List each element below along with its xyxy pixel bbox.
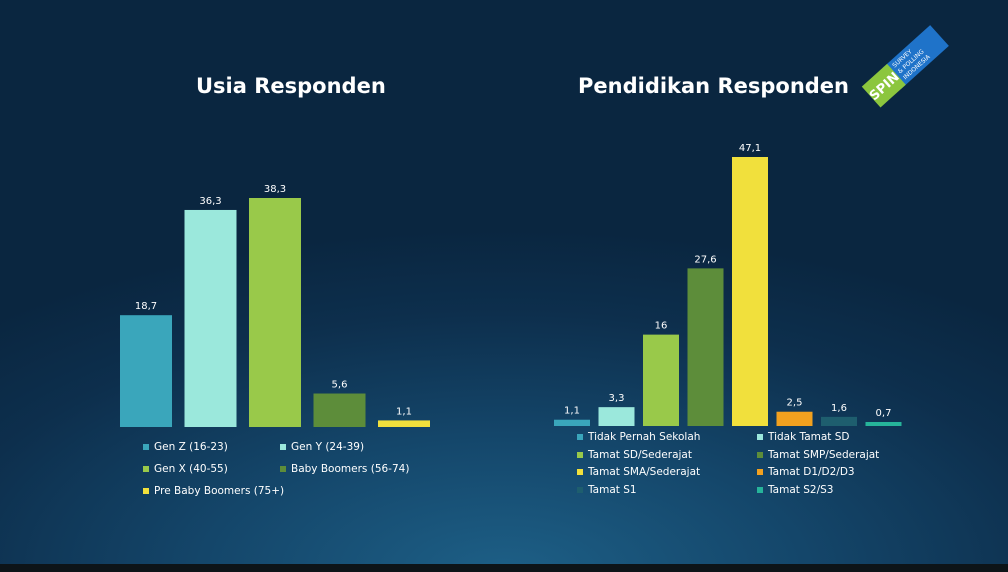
bar-pendidikan-1	[598, 407, 635, 426]
value-label-pendidikan-6: 1,6	[831, 403, 847, 414]
value-label-usia-0: 18,7	[135, 301, 157, 312]
value-label-pendidikan-2: 16	[655, 321, 668, 332]
value-label-usia-3: 5,6	[332, 380, 348, 391]
value-label-pendidikan-3: 27,6	[694, 254, 716, 265]
legend-swatch	[757, 487, 763, 493]
legend-item-pendidikan-4: Tamat SMA/Sederajat	[577, 466, 700, 478]
legend-item-pendidikan-0: Tidak Pernah Sekolah	[577, 431, 700, 443]
legend-swatch	[143, 444, 149, 450]
bar-pendidikan-2	[643, 334, 679, 426]
value-label-pendidikan-5: 2,5	[787, 398, 803, 409]
bar-usia-4	[378, 420, 430, 427]
value-label-pendidikan-1: 3,3	[609, 393, 625, 404]
legend-item-usia-0: Gen Z (16-23)	[143, 441, 228, 453]
legend-item-usia-2: Gen X (40-55)	[143, 463, 228, 475]
legend-swatch	[143, 466, 149, 472]
legend-label: Gen X (40-55)	[154, 463, 228, 475]
legend-label: Tidak Tamat SD	[768, 431, 850, 443]
legend-swatch	[757, 452, 763, 458]
spin-logo: SPIN SURVEY & POLLING INDONESIA	[861, 25, 949, 108]
legend-item-usia-1: Gen Y (24-39)	[280, 441, 364, 453]
bar-usia-1	[184, 209, 237, 427]
legend-swatch	[280, 444, 286, 450]
legend-swatch	[577, 487, 583, 493]
legend-label: Tamat SD/Sederajat	[588, 449, 692, 461]
chart-title-usia: Usia Responden	[196, 74, 386, 98]
bar-pendidikan-4	[732, 157, 768, 426]
legend-label: Gen Z (16-23)	[154, 441, 228, 453]
bar-pendidikan-7	[865, 422, 902, 426]
legend-swatch	[577, 434, 583, 440]
legend-label: Tamat S2/S3	[768, 484, 834, 496]
legend-item-pendidikan-1: Tidak Tamat SD	[757, 431, 850, 443]
value-label-pendidikan-4: 47,1	[739, 143, 761, 154]
value-label-usia-1: 36,3	[199, 196, 221, 207]
legend-item-usia-3: Baby Boomers (56-74)	[280, 463, 409, 475]
bar-usia-3	[313, 393, 366, 427]
chart-title-pendidikan: Pendidikan Responden	[578, 74, 849, 98]
bar-pendidikan-3	[687, 268, 724, 426]
bar-pendidikan-6	[821, 416, 857, 426]
value-label-pendidikan-0: 1,1	[564, 406, 580, 417]
bar-pendidikan-0	[554, 419, 590, 426]
legend-item-pendidikan-2: Tamat SD/Sederajat	[577, 449, 692, 461]
legend-swatch	[757, 469, 763, 475]
value-label-pendidikan-7: 0,7	[876, 408, 892, 419]
legend-swatch	[757, 434, 763, 440]
legend-swatch	[577, 469, 583, 475]
legend-label: Tidak Pernah Sekolah	[588, 431, 701, 443]
bottom-strip	[0, 564, 1008, 572]
legend-swatch	[143, 488, 149, 494]
bar-usia-2	[249, 198, 301, 427]
bar-pendidikan-5	[776, 411, 813, 426]
legend-label: Tamat D1/D2/D3	[768, 466, 855, 478]
value-label-usia-4: 1,1	[396, 406, 412, 417]
legend-item-pendidikan-5: Tamat D1/D2/D3	[757, 466, 855, 478]
legend-label: Gen Y (24-39)	[291, 441, 365, 453]
value-label-usia-2: 38,3	[264, 184, 286, 195]
legend-item-pendidikan-6: Tamat S1	[577, 484, 637, 496]
legend-label: Pre Baby Boomers (75+)	[154, 485, 285, 497]
bar-usia-0	[120, 315, 172, 427]
legend-item-pendidikan-3: Tamat SMP/Sederajat	[757, 449, 879, 461]
legend-label: Baby Boomers (56-74)	[291, 463, 410, 475]
legend-swatch	[280, 466, 286, 472]
legend-label: Tamat SMA/Sederajat	[588, 466, 701, 478]
legend-label: Tamat SMP/Sederajat	[768, 449, 880, 461]
legend-item-pendidikan-7: Tamat S2/S3	[757, 484, 833, 496]
legend-item-usia-4: Pre Baby Boomers (75+)	[143, 485, 284, 497]
legend-label: Tamat S1	[588, 484, 637, 496]
legend-swatch	[577, 452, 583, 458]
